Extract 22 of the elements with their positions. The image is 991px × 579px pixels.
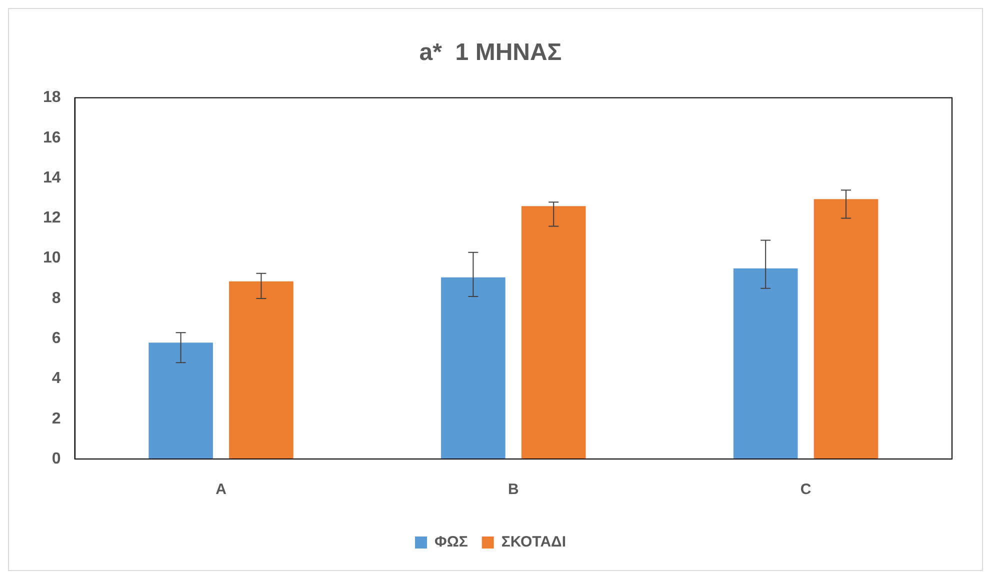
x-tick-label: A: [216, 481, 227, 498]
y-tick-label: 10: [43, 250, 61, 267]
y-tick-label: 0: [52, 450, 61, 468]
y-tick-label: 16: [43, 129, 61, 146]
y-tick-label: 8: [52, 290, 61, 307]
bar: [814, 199, 878, 459]
bar: [229, 281, 294, 459]
x-tick-label: C: [800, 481, 812, 498]
bar: [733, 268, 798, 459]
x-tick-label: B: [508, 481, 519, 498]
y-tick-label: 4: [52, 370, 61, 388]
bar: [521, 206, 586, 459]
legend-label: ΦΩΣ: [434, 534, 468, 551]
bar: [148, 342, 213, 459]
y-tick-label: 18: [43, 89, 61, 106]
legend-label: ΣΚΟΤΑΔΙ: [501, 534, 566, 551]
chart-title: a* 1 ΜΗΝΑΣ: [419, 39, 562, 66]
bar: [441, 277, 506, 459]
y-tick-label: 14: [43, 169, 61, 186]
y-tick-label: 2: [52, 410, 61, 428]
y-tick-label: 12: [43, 210, 61, 227]
y-tick-label: 6: [52, 330, 61, 348]
